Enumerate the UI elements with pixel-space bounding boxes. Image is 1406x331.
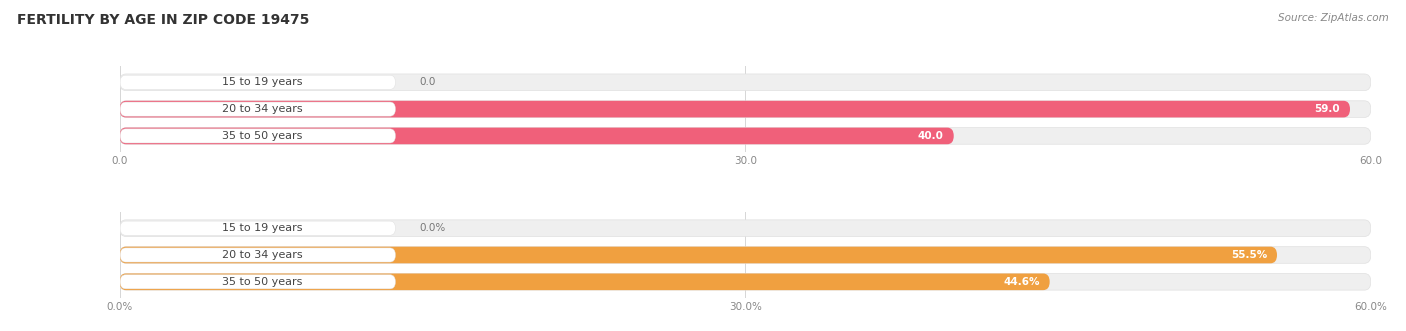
Text: 0.0%: 0.0% bbox=[420, 223, 446, 233]
FancyBboxPatch shape bbox=[120, 128, 1371, 144]
Text: Source: ZipAtlas.com: Source: ZipAtlas.com bbox=[1278, 13, 1389, 23]
FancyBboxPatch shape bbox=[120, 129, 395, 143]
Text: 55.5%: 55.5% bbox=[1230, 250, 1267, 260]
FancyBboxPatch shape bbox=[120, 247, 1277, 263]
FancyBboxPatch shape bbox=[120, 102, 395, 116]
FancyBboxPatch shape bbox=[120, 248, 395, 262]
Text: 44.6%: 44.6% bbox=[1002, 277, 1039, 287]
Text: FERTILITY BY AGE IN ZIP CODE 19475: FERTILITY BY AGE IN ZIP CODE 19475 bbox=[17, 13, 309, 27]
Text: 15 to 19 years: 15 to 19 years bbox=[222, 77, 302, 87]
Text: 35 to 50 years: 35 to 50 years bbox=[222, 277, 302, 287]
FancyBboxPatch shape bbox=[120, 128, 953, 144]
FancyBboxPatch shape bbox=[120, 75, 395, 89]
FancyBboxPatch shape bbox=[120, 275, 395, 289]
FancyBboxPatch shape bbox=[120, 101, 1350, 118]
FancyBboxPatch shape bbox=[120, 220, 1371, 236]
Text: 20 to 34 years: 20 to 34 years bbox=[222, 104, 302, 114]
FancyBboxPatch shape bbox=[120, 101, 1371, 118]
Text: 20 to 34 years: 20 to 34 years bbox=[222, 250, 302, 260]
Text: 0.0: 0.0 bbox=[420, 77, 436, 87]
Text: 35 to 50 years: 35 to 50 years bbox=[222, 131, 302, 141]
Text: 59.0: 59.0 bbox=[1315, 104, 1340, 114]
Text: 15 to 19 years: 15 to 19 years bbox=[222, 223, 302, 233]
FancyBboxPatch shape bbox=[120, 247, 1371, 263]
FancyBboxPatch shape bbox=[120, 74, 1371, 91]
FancyBboxPatch shape bbox=[120, 273, 1371, 290]
Text: 40.0: 40.0 bbox=[918, 131, 943, 141]
FancyBboxPatch shape bbox=[120, 221, 395, 235]
FancyBboxPatch shape bbox=[120, 273, 1050, 290]
